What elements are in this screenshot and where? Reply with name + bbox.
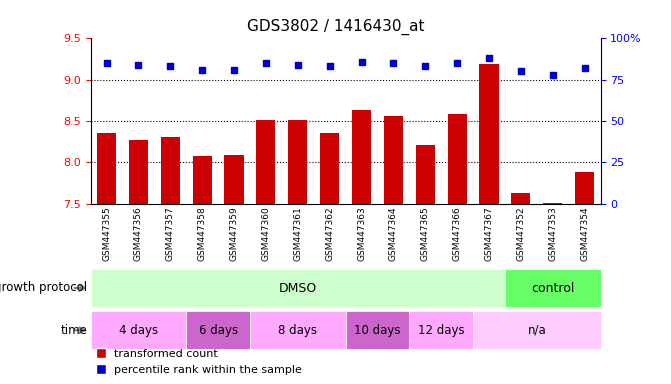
Point: [293, 62, 303, 68]
Text: GSM447360: GSM447360: [262, 207, 270, 262]
Point: [452, 60, 462, 66]
Bar: [91, 311, 186, 349]
Bar: [473, 311, 601, 349]
Text: GSM447363: GSM447363: [357, 207, 366, 262]
Text: control: control: [531, 281, 574, 295]
Bar: [320, 133, 339, 204]
Point: [260, 60, 271, 66]
Bar: [543, 203, 562, 204]
Text: growth protocol: growth protocol: [0, 281, 87, 295]
Point: [197, 67, 207, 73]
Text: GSM447365: GSM447365: [421, 207, 429, 262]
Bar: [91, 269, 505, 307]
Point: [229, 67, 240, 73]
Point: [324, 63, 335, 70]
Bar: [256, 120, 275, 204]
Point: [133, 62, 144, 68]
Point: [548, 72, 558, 78]
Text: 6 days: 6 days: [199, 324, 238, 337]
Bar: [224, 155, 244, 204]
Point: [579, 65, 590, 71]
Bar: [186, 311, 250, 349]
Legend: transformed count, percentile rank within the sample: transformed count, percentile rank withi…: [96, 349, 302, 375]
Text: GSM447358: GSM447358: [198, 207, 207, 262]
Bar: [505, 269, 601, 307]
Text: 4 days: 4 days: [119, 324, 158, 337]
Text: GSM447361: GSM447361: [293, 207, 302, 262]
Text: 12 days: 12 days: [418, 324, 464, 337]
Bar: [415, 145, 435, 204]
Point: [388, 60, 399, 66]
Bar: [193, 156, 212, 204]
Bar: [97, 133, 116, 204]
Text: GDS3802 / 1416430_at: GDS3802 / 1416430_at: [247, 19, 424, 35]
Text: GSM447362: GSM447362: [325, 207, 334, 262]
Bar: [129, 140, 148, 204]
Text: 10 days: 10 days: [354, 324, 401, 337]
Bar: [575, 172, 595, 204]
Bar: [346, 311, 409, 349]
Text: GSM447353: GSM447353: [548, 207, 557, 262]
Text: GSM447359: GSM447359: [229, 207, 238, 262]
Text: n/a: n/a: [527, 324, 546, 337]
Text: 8 days: 8 days: [278, 324, 317, 337]
Bar: [409, 311, 473, 349]
Text: GSM447366: GSM447366: [453, 207, 462, 262]
Bar: [384, 116, 403, 204]
Text: GSM447355: GSM447355: [102, 207, 111, 262]
Bar: [448, 114, 466, 204]
Text: GSM447352: GSM447352: [517, 207, 525, 262]
Bar: [250, 311, 346, 349]
Text: GSM447357: GSM447357: [166, 207, 174, 262]
Bar: [161, 137, 180, 204]
Bar: [479, 64, 499, 204]
Point: [484, 55, 495, 61]
Text: GSM447364: GSM447364: [389, 207, 398, 262]
Text: GSM447367: GSM447367: [484, 207, 493, 262]
Text: GSM447354: GSM447354: [580, 207, 589, 262]
Bar: [288, 120, 307, 204]
Point: [420, 63, 431, 70]
Text: time: time: [60, 324, 87, 337]
Point: [356, 58, 367, 65]
Text: DMSO: DMSO: [278, 281, 317, 295]
Text: GSM447356: GSM447356: [134, 207, 143, 262]
Point: [165, 63, 176, 70]
Bar: [511, 193, 530, 204]
Bar: [352, 110, 371, 204]
Point: [101, 60, 112, 66]
Point: [515, 68, 526, 74]
